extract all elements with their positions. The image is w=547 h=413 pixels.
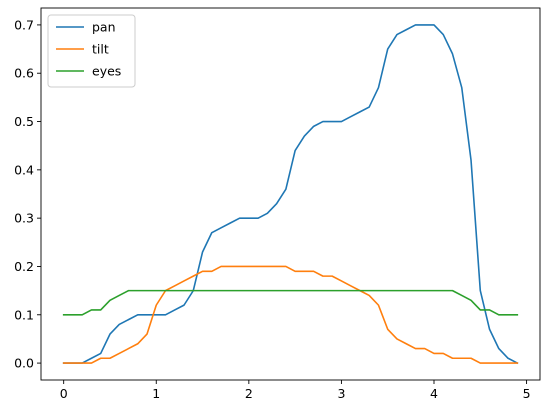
legend-label-tilt: tilt <box>92 42 109 57</box>
plot-area <box>40 7 541 381</box>
legend-box <box>47 14 136 88</box>
y-tick-label: 0.0 <box>14 356 34 371</box>
x-tick-label: 5 <box>523 386 531 401</box>
x-tick-label: 1 <box>152 386 160 401</box>
y-axis: 0.0 0.1 0.2 0.3 0.4 0.5 0.6 0.7 <box>14 17 41 371</box>
x-tick-label: 2 <box>245 386 253 401</box>
legend-label-eyes: eyes <box>92 64 121 79</box>
series-line-pan <box>62 24 519 365</box>
x-axis: 0 1 2 3 4 5 <box>60 380 531 401</box>
y-tick-label: 0.2 <box>14 259 34 274</box>
y-tick-label: 0.5 <box>14 114 34 129</box>
x-tick-label: 3 <box>337 386 345 401</box>
x-tick-label: 4 <box>430 386 438 401</box>
y-tick-label: 0.6 <box>14 66 34 81</box>
series-line-tilt <box>62 265 519 364</box>
y-tick-label: 0.3 <box>14 211 34 226</box>
x-tick-label: 0 <box>60 386 68 401</box>
legend-label-pan: pan <box>92 20 116 35</box>
y-tick-label: 0.4 <box>14 162 34 177</box>
axes-frame <box>40 7 541 381</box>
y-tick-label: 0.1 <box>14 307 34 322</box>
legend: pan tilt eyes <box>47 14 136 88</box>
series-line-eyes <box>62 289 519 316</box>
y-tick-label: 0.7 <box>14 17 34 32</box>
